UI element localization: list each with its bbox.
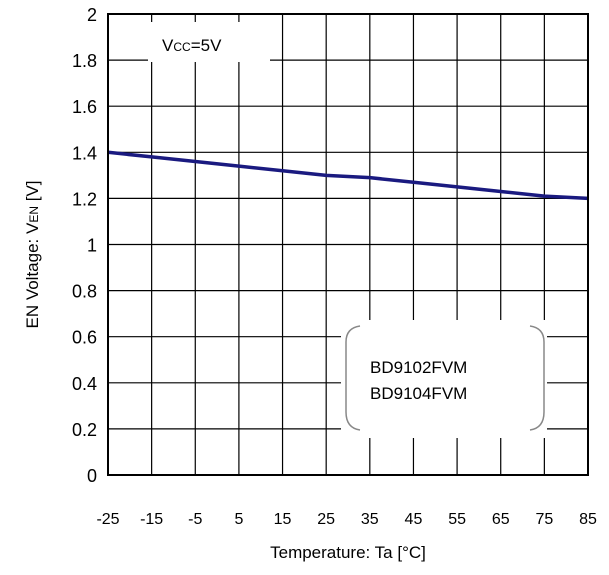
y-axis-label-subscript: EN (27, 206, 41, 223)
x-tick-label: -25 (96, 511, 119, 528)
y-tick-label: 1.6 (72, 97, 97, 117)
series-line (107, 150, 589, 201)
x-axis-label: Temperature: Ta [°C] (270, 543, 426, 562)
plot-frame (107, 13, 589, 476)
device-label: BD9104FVM (370, 384, 467, 403)
y-axis-label-main: EN Voltage: V (23, 222, 42, 329)
x-tick-label: 5 (234, 511, 243, 528)
y-axis-label-unit: [V] (23, 180, 42, 206)
x-tick-label: 85 (579, 511, 597, 528)
condition-label-subscript: CC (173, 40, 191, 54)
x-tick-label: 55 (448, 511, 466, 528)
x-tick-label: 75 (535, 511, 553, 528)
x-tick-label: 15 (274, 511, 292, 528)
y-tick-label: 1.2 (72, 189, 97, 209)
x-tick-label: 45 (405, 511, 423, 528)
x-tick-label: -5 (188, 511, 202, 528)
y-tick-label: 2 (87, 5, 97, 25)
y-tick-label: 1.4 (72, 143, 97, 163)
left-paren (345, 325, 361, 431)
device-label-bg (341, 320, 547, 438)
annotations: VCC=5V BD9102FVM BD9104FVM (148, 22, 547, 438)
device-label: BD9102FVM (370, 358, 467, 377)
y-tick-labels: 0 0.2 0.4 0.6 0.8 1 1.2 1.4 1.6 1.8 2 (72, 5, 97, 486)
x-tick-label: -15 (140, 511, 163, 528)
y-axis-label: EN Voltage: VEN [V] (23, 180, 42, 328)
y-tick-label: 0.2 (72, 420, 97, 440)
y-tick-label: 0 (87, 466, 97, 486)
y-tick-label: 1 (87, 236, 97, 256)
y-tick-label: 0.8 (72, 282, 97, 302)
x-tick-labels: -25 -15 -5 5 15 25 35 45 55 65 75 85 (96, 511, 597, 528)
y-tick-label: 0.4 (72, 374, 97, 394)
x-tick-label: 65 (492, 511, 510, 528)
y-tick-label: 0.6 (72, 328, 97, 348)
series-layer (107, 150, 589, 201)
y-tick-label: 1.8 (72, 51, 97, 71)
condition-label-rest: =5V (191, 36, 222, 55)
x-tick-label: 25 (317, 511, 335, 528)
condition-label-bg (148, 22, 270, 62)
right-paren (529, 325, 545, 431)
condition-label: VCC=5V (162, 36, 222, 55)
condition-label-main: V (162, 36, 174, 55)
x-tick-label: 35 (361, 511, 379, 528)
